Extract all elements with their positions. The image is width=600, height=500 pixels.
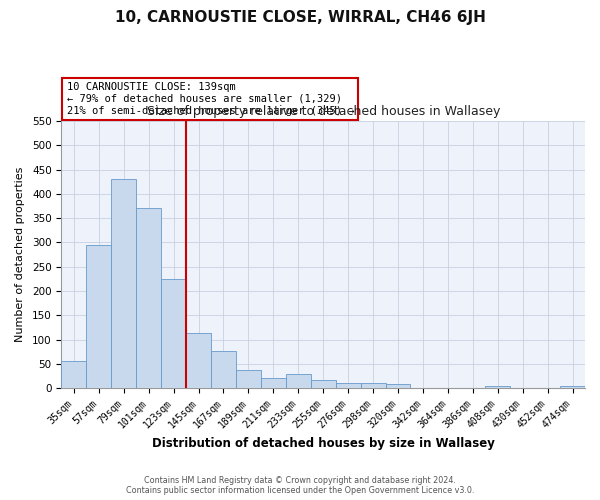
Bar — [485, 386, 510, 388]
Bar — [386, 384, 410, 388]
Y-axis label: Number of detached properties: Number of detached properties — [15, 167, 25, 342]
Bar — [186, 334, 211, 388]
Title: Size of property relative to detached houses in Wallasey: Size of property relative to detached ho… — [146, 106, 500, 118]
Bar — [61, 360, 86, 388]
Bar — [335, 384, 361, 388]
Bar — [136, 208, 161, 388]
Bar — [211, 352, 236, 389]
X-axis label: Distribution of detached houses by size in Wallasey: Distribution of detached houses by size … — [152, 437, 494, 450]
Text: Contains HM Land Registry data © Crown copyright and database right 2024.
Contai: Contains HM Land Registry data © Crown c… — [126, 476, 474, 495]
Bar — [111, 179, 136, 388]
Bar — [361, 382, 386, 388]
Bar — [261, 378, 286, 388]
Text: 10, CARNOUSTIE CLOSE, WIRRAL, CH46 6JH: 10, CARNOUSTIE CLOSE, WIRRAL, CH46 6JH — [115, 10, 485, 25]
Bar — [86, 245, 111, 388]
Bar — [286, 374, 311, 388]
Bar — [311, 380, 335, 388]
Bar — [236, 370, 261, 388]
Text: 10 CARNOUSTIE CLOSE: 139sqm
← 79% of detached houses are smaller (1,329)
21% of : 10 CARNOUSTIE CLOSE: 139sqm ← 79% of det… — [67, 82, 354, 116]
Bar — [560, 386, 585, 388]
Bar — [161, 279, 186, 388]
